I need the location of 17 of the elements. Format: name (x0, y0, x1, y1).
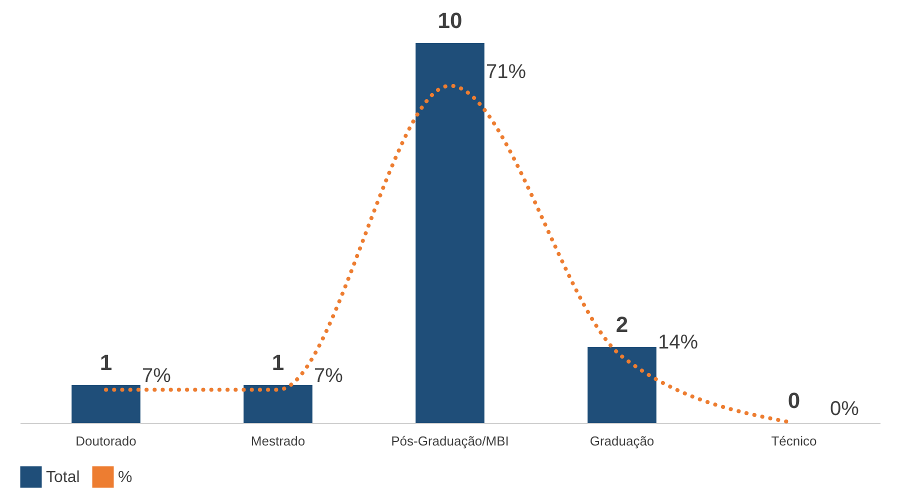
data-label: 7% (314, 364, 344, 387)
data-label: 1 (272, 350, 284, 375)
data-label: 14% (658, 332, 698, 354)
data-label: 1 (100, 350, 112, 375)
legend-label: % (118, 469, 132, 486)
data-label: 7% (142, 364, 172, 387)
data-label: 10 (438, 8, 462, 33)
data-label: 71% (486, 60, 526, 83)
legend-label: Total (46, 469, 80, 486)
x-tick-label: Mestrado (250, 434, 306, 448)
x-tick-label: Graduação (590, 434, 654, 448)
x-tick-label: Doutorado (76, 434, 136, 448)
data-label: 2 (616, 312, 628, 337)
data-label: 0% (830, 398, 860, 420)
x-tick-label: Pós-Graduação/MBI (391, 434, 509, 448)
x-tick-label: Técnico (771, 434, 817, 448)
data-label: 0 (788, 388, 800, 413)
